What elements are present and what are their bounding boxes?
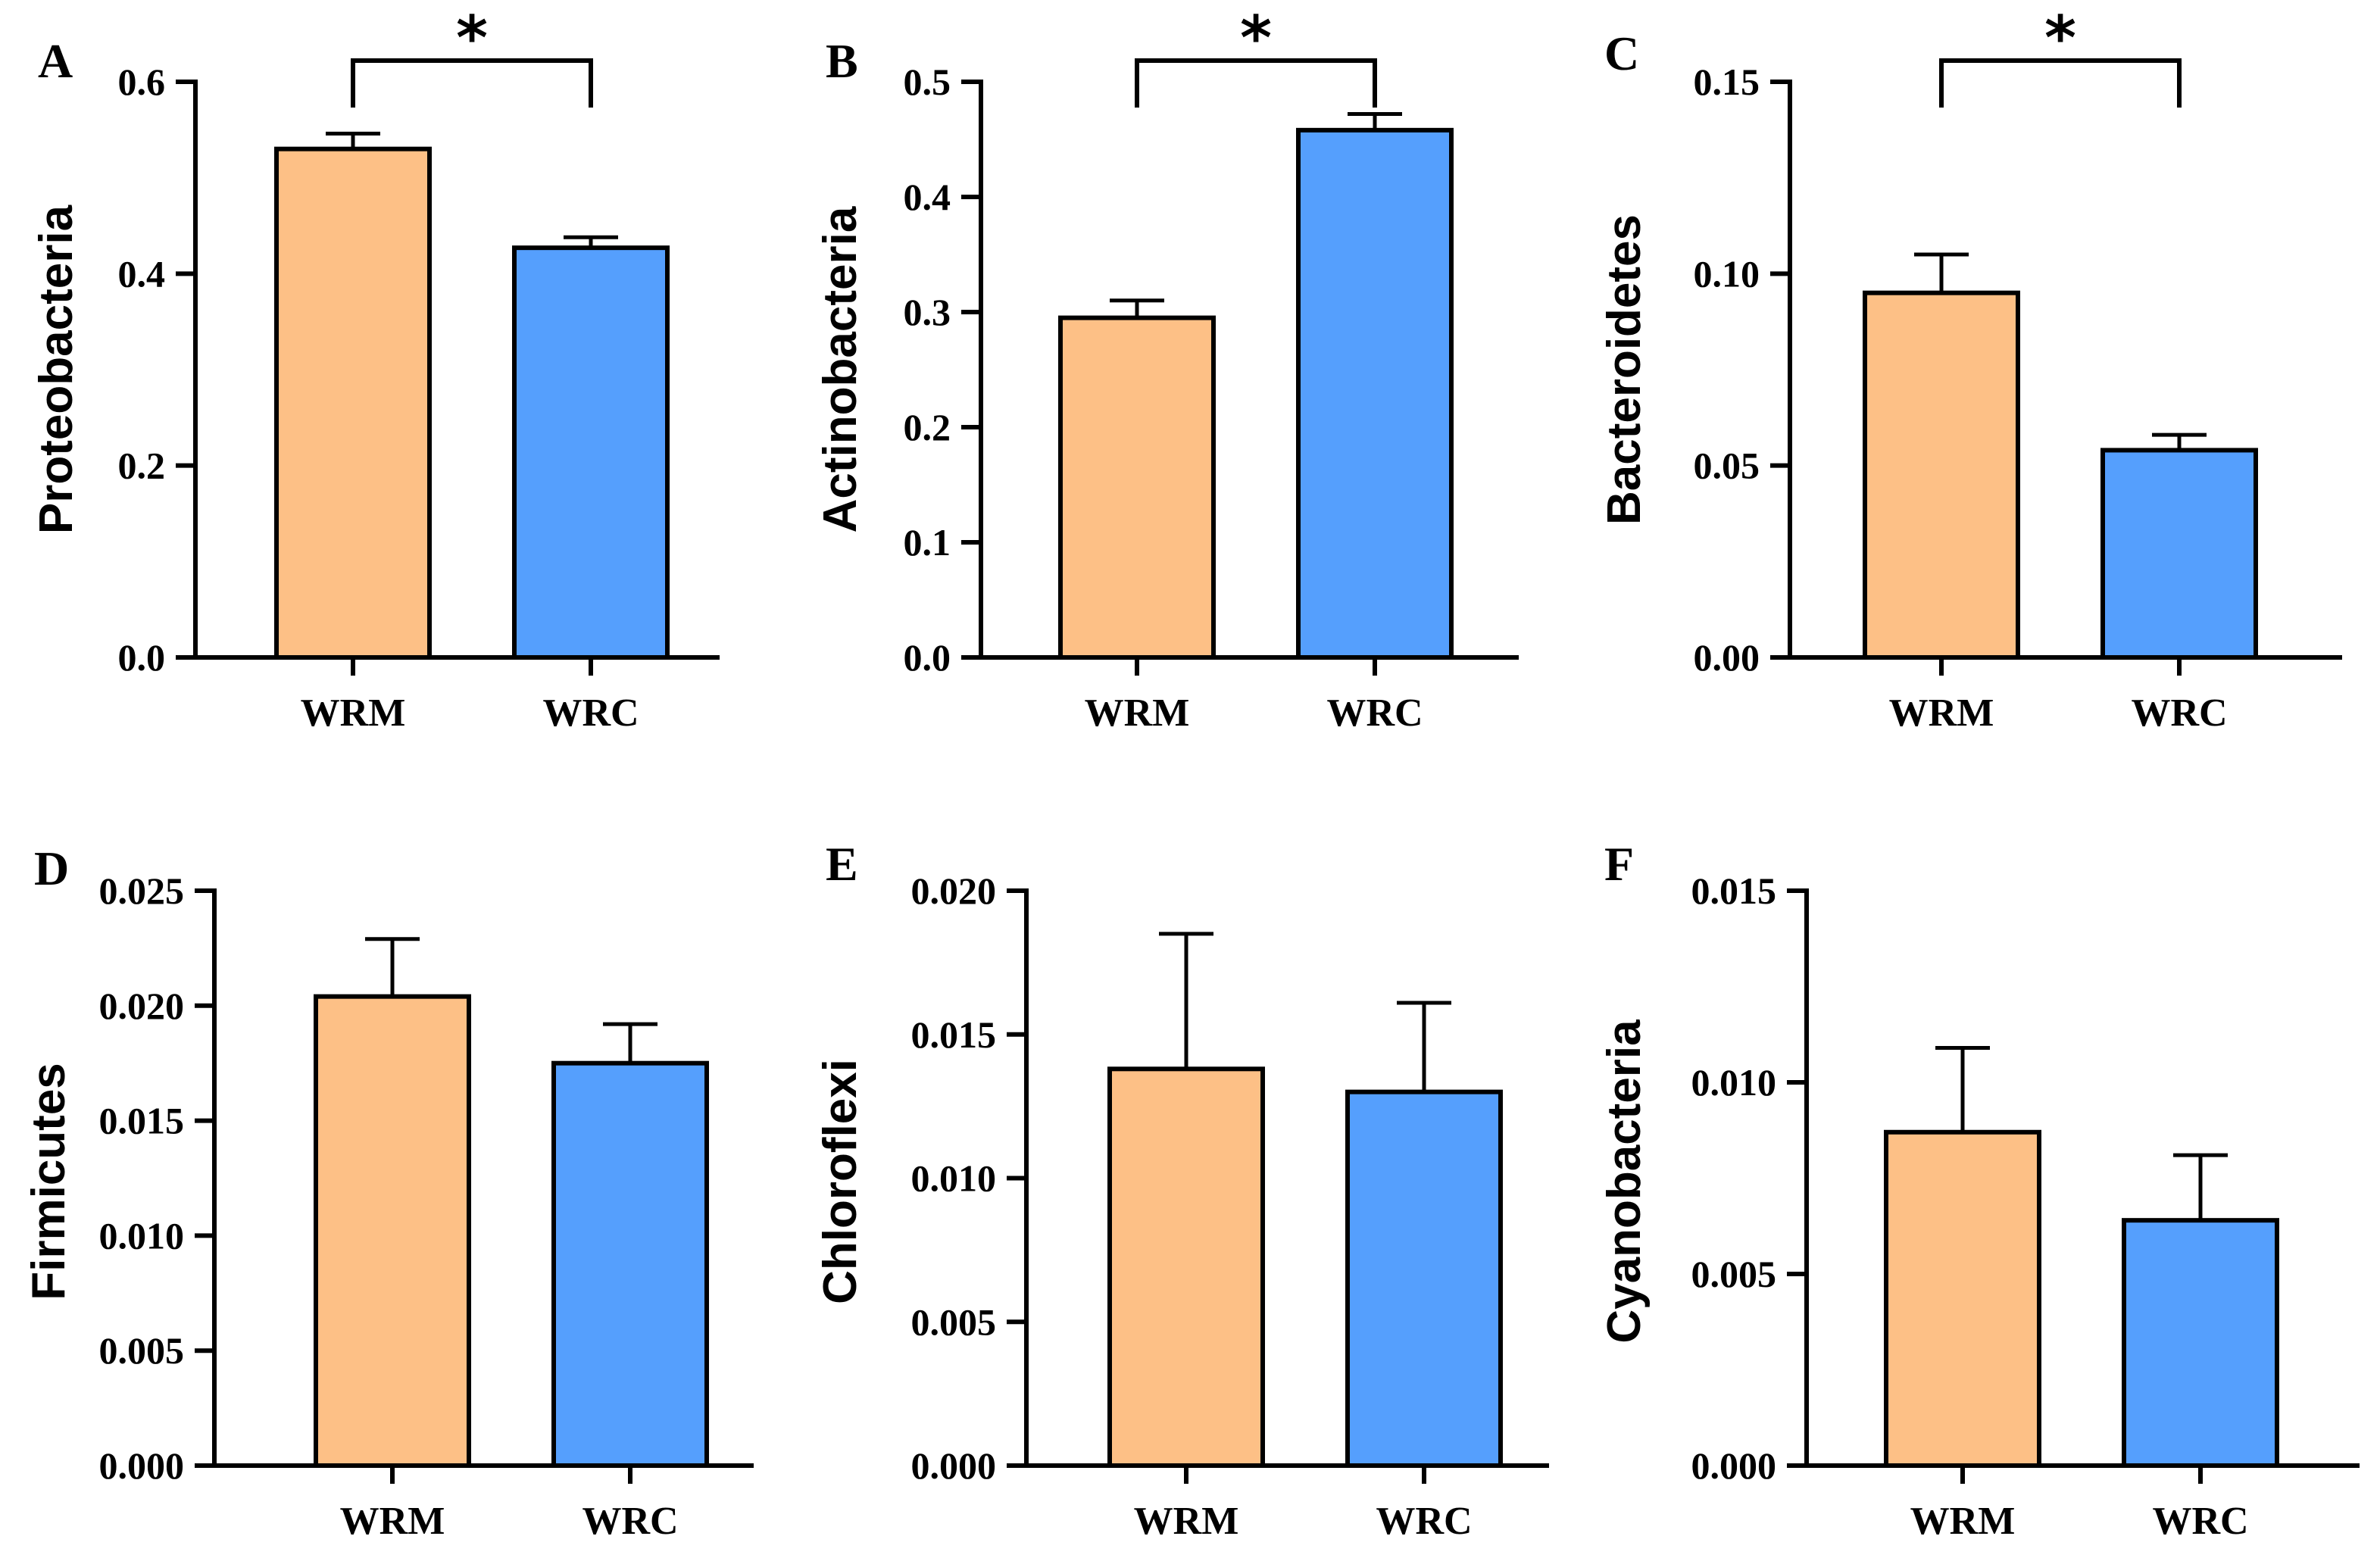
panel-d-y-tick-label: 0.025 — [99, 870, 185, 912]
panel-a-y-tick-label: 0.2 — [118, 445, 166, 487]
panel-b-y-tick-label: 0.0 — [904, 636, 951, 679]
panel-a: A Proteobacteria 0.0 0.2 0.4 0.6 WRM WRC * — [30, 3, 720, 735]
panel-b-y-tick-label: 0.1 — [904, 521, 951, 564]
panel-a-bar-wrc — [512, 245, 670, 660]
panel-b-bar-wrm — [1058, 315, 1216, 660]
panel-c-bar-wrc — [2100, 448, 2258, 660]
panel-b-significance-star: * — [1240, 3, 1272, 73]
panel-e-y-tick-label: 0.000 — [911, 1444, 997, 1487]
panel-f-y-tick-label: 0.000 — [1691, 1444, 1777, 1487]
panel-b-y-tick-label: 0.4 — [904, 176, 951, 218]
panel-e-x-tick-label-wrc: WRC — [1376, 1500, 1472, 1543]
panel-e-y-tick-label: 0.005 — [911, 1300, 997, 1343]
panel-a-significance-bracket — [351, 58, 593, 108]
panel-f-bar-wrc — [2122, 1218, 2279, 1469]
panel-d-y-tick-label: 0.005 — [99, 1329, 185, 1372]
panel-a-x-tick-label-wrm: WRM — [301, 692, 406, 735]
panel-f-y-tick-label: 0.010 — [1691, 1061, 1777, 1104]
panel-f-letter: F — [1604, 837, 1634, 891]
panel-b-x-tick-label-wrc: WRC — [1326, 692, 1423, 735]
panel-a-y-axis-label: Proteobacteria — [30, 205, 83, 534]
panel-a-letter: A — [38, 34, 73, 88]
panel-f-x-tick-label-wrm: WRM — [1910, 1500, 2016, 1543]
panel-b-significance-bracket — [1135, 58, 1377, 108]
panel-c-significance-bracket — [1939, 58, 2182, 108]
panel-c-y-tick-label: 0.10 — [1694, 252, 1760, 295]
panel-e-bar-wrc — [1345, 1089, 1503, 1469]
panel-e-bar-wrm — [1107, 1066, 1265, 1469]
panel-e: E Chloroflexi 0.000 0.005 0.010 0.015 0.020 WRM… — [814, 837, 1549, 1543]
panel-d-y-tick-label: 0.000 — [99, 1444, 185, 1487]
panel-e-y-tick-label: 0.020 — [911, 870, 997, 912]
panel-b-bar-wrc — [1296, 127, 1454, 660]
panel-e-y-axis-label: Chloroflexi — [814, 1059, 867, 1304]
panel-c: C Bacteroidetes 0.00 0.05 0.10 0.15 WRM WRC * — [1598, 3, 2342, 735]
panel-c-bar-wrm — [1863, 290, 2020, 660]
panel-a-significance-star: * — [456, 3, 488, 73]
panel-f-x-tick-label-wrc: WRC — [2152, 1500, 2248, 1543]
panel-d: D Firmicutes 0.000 0.005 0.010 0.015 0.020 0.02… — [23, 841, 754, 1543]
panel-c-x-tick-label-wrm: WRM — [1889, 692, 1994, 735]
panel-b-x-tick-label-wrm: WRM — [1085, 692, 1190, 735]
panel-d-letter: D — [34, 841, 69, 895]
panel-a-y-tick-label: 0.6 — [118, 61, 166, 103]
panel-c-significance-star: * — [2044, 3, 2076, 73]
panel-c-y-tick-label: 0.00 — [1694, 636, 1760, 679]
panel-c-y-tick-label: 0.05 — [1694, 445, 1760, 487]
panel-e-letter: E — [826, 837, 858, 891]
panel-d-y-tick-label: 0.015 — [99, 1100, 185, 1142]
panel-c-y-tick-label: 0.15 — [1694, 61, 1760, 103]
panel-f-y-axis-label: Cyanobacteria — [1598, 1019, 1651, 1344]
panel-a-x-tick-label-wrc: WRC — [542, 692, 639, 735]
panel-e-y-tick-label: 0.015 — [911, 1013, 997, 1056]
panel-e-y-tick-label: 0.010 — [911, 1157, 997, 1200]
panel-a-y-tick-label: 0.0 — [118, 636, 166, 679]
panel-b-y-tick-label: 0.5 — [904, 61, 951, 103]
panel-d-y-tick-label: 0.010 — [99, 1214, 185, 1257]
panel-b-y-tick-label: 0.3 — [904, 291, 951, 333]
panel-d-y-tick-label: 0.020 — [99, 985, 185, 1027]
panel-f-y-tick-label: 0.015 — [1691, 870, 1777, 912]
panel-d-y-axis-label: Firmicutes — [23, 1063, 75, 1300]
panel-c-y-axis-label: Bacteroidetes — [1598, 214, 1651, 525]
panel-b: B Actinobacteria 0.0 0.1 0.2 0.3 0.4 0.5 WRM WRC * — [814, 3, 1519, 735]
panel-c-x-tick-label-wrc: WRC — [2131, 692, 2227, 735]
panel-b-y-axis-label: Actinobacteria — [814, 206, 867, 532]
panel-f-bar-wrm — [1884, 1129, 2041, 1469]
panel-c-letter: C — [1604, 27, 1639, 80]
panel-d-bar-wrm — [314, 994, 471, 1468]
panel-b-letter: B — [826, 34, 858, 88]
panel-b-y-tick-label: 0.2 — [904, 406, 951, 448]
panel-f: F Cyanobacteria 0.000 0.005 0.010 0.015 WRM WRC — [1598, 837, 2360, 1543]
panel-a-y-tick-label: 0.4 — [118, 252, 166, 295]
panel-f-y-tick-label: 0.005 — [1691, 1253, 1777, 1295]
panel-d-x-tick-label-wrc: WRC — [582, 1500, 678, 1543]
panel-d-x-tick-label-wrm: WRM — [340, 1500, 445, 1543]
panel-d-bar-wrc — [551, 1060, 709, 1468]
panel-e-x-tick-label-wrm: WRM — [1134, 1500, 1239, 1543]
panel-a-bar-wrm — [274, 146, 432, 660]
